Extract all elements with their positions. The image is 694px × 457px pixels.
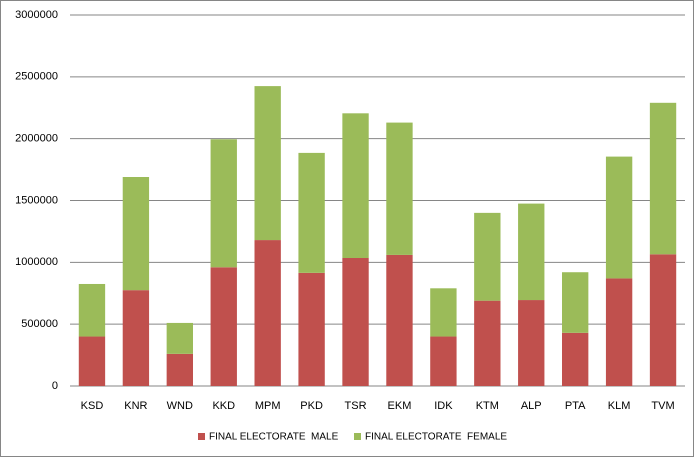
bar-segment [605, 278, 633, 386]
bar-segment [649, 102, 677, 255]
y-tick-label: 0 [52, 380, 58, 392]
bar-segment [342, 113, 369, 259]
bar-segment [210, 267, 237, 386]
y-tick-label: 1500000 [15, 194, 58, 206]
x-tick-label: ALP [521, 400, 542, 412]
x-tick-label: TSR [345, 400, 367, 412]
y-tick-label: 2000000 [15, 133, 58, 145]
x-tick-label: PKD [300, 400, 323, 412]
bar-segment [298, 272, 325, 386]
bar-segment [649, 254, 677, 386]
x-tick-label: MPM [255, 400, 281, 412]
bar-segment [430, 288, 457, 337]
y-tick-label: 3000000 [15, 9, 58, 21]
legend-swatch [354, 433, 361, 440]
x-tick-label: EKM [388, 400, 412, 412]
bar-segment [122, 177, 150, 291]
bar-segment [518, 300, 545, 386]
legend-label: FINAL ELECTORATE FEMALE [365, 432, 507, 443]
x-tick-label: KSD [81, 400, 104, 412]
bar-segment [166, 322, 193, 354]
bar-segment [386, 122, 413, 255]
bar-segment [298, 152, 325, 273]
x-tick-label: TVM [651, 400, 674, 412]
y-tick-label: 1000000 [15, 256, 58, 268]
bar-segment [210, 139, 237, 268]
bar-segment [122, 290, 150, 386]
bar-segment [518, 203, 545, 301]
bar-segment [78, 283, 106, 337]
x-tick-label: WND [167, 400, 193, 412]
bar-segment [78, 336, 106, 386]
bar-segment [386, 254, 413, 386]
bar-segment [342, 258, 369, 386]
bar-segment [562, 332, 589, 386]
x-tick-label: KLM [608, 400, 631, 412]
legend-label: FINAL ELECTORATE MALE [209, 432, 339, 443]
bar-segment [474, 300, 501, 386]
y-tick-label: 2500000 [15, 71, 58, 83]
y-tick-label: 500000 [21, 318, 58, 330]
x-tick-label: KKD [212, 400, 235, 412]
x-tick-label: KNR [124, 400, 147, 412]
legend-swatch [198, 433, 205, 440]
bar-segment [254, 240, 281, 386]
bar-segment [562, 272, 589, 333]
bar-segment [605, 156, 633, 279]
x-tick-label: PTA [565, 400, 586, 412]
x-tick-label: IDK [434, 400, 453, 412]
bar-segment [430, 336, 457, 386]
bar-segment [166, 353, 193, 386]
bar-segment [474, 212, 501, 301]
bar-segment [254, 86, 281, 241]
x-tick-label: KTM [476, 400, 499, 412]
